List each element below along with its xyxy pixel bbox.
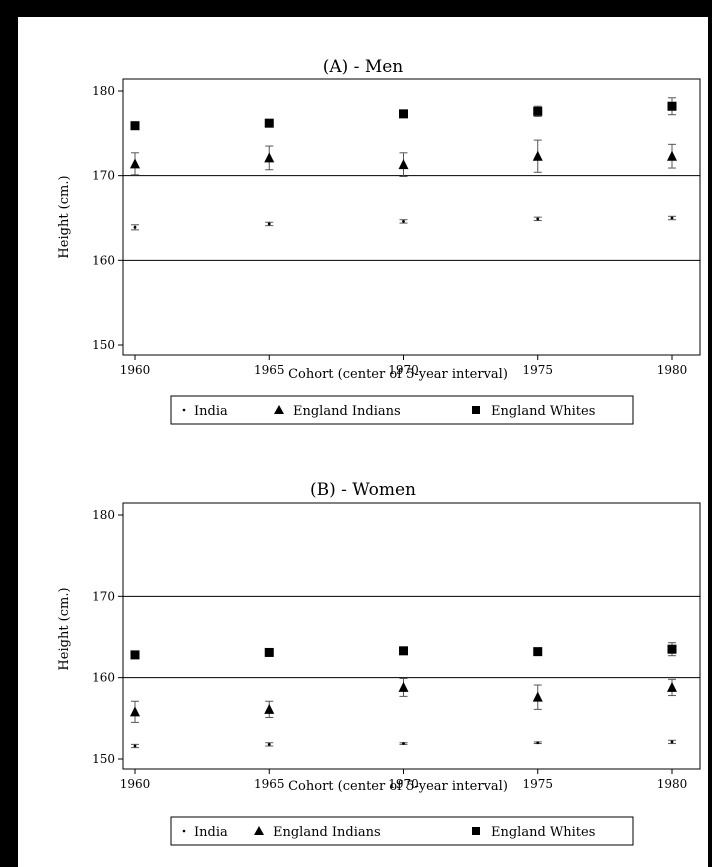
england-whites-point bbox=[130, 650, 140, 660]
panel-women-plot: 150 160 170 180 1960 1965 1970 1975 1980 bbox=[92, 502, 701, 791]
panel-men-title: (A) - Men bbox=[323, 57, 404, 77]
england-whites-point bbox=[399, 109, 408, 119]
panel-women: (B) - Women Height (cm.) Cohort (center … bbox=[57, 480, 701, 846]
panel-men-ylabel: Height (cm.) bbox=[57, 175, 72, 258]
panel-women-legend-box bbox=[170, 816, 634, 846]
legend-england-indians-marker bbox=[274, 405, 284, 414]
england-whites-point bbox=[533, 106, 543, 116]
england-whites-point bbox=[667, 644, 677, 654]
panel-men: (A) - Men Height (cm.) Cohort (center of… bbox=[57, 57, 701, 425]
y-tick-label: 170 bbox=[92, 589, 115, 603]
england-indians-point bbox=[667, 150, 677, 161]
legend-england-indians-label: England Indians bbox=[293, 404, 401, 419]
y-tick-label: 180 bbox=[92, 84, 115, 98]
x-tick-label: 1965 bbox=[254, 363, 285, 377]
x-tick-label: 1980 bbox=[657, 777, 688, 791]
legend-india-label: India bbox=[194, 825, 228, 840]
india-point bbox=[536, 217, 540, 221]
x-tick-label: 1960 bbox=[120, 363, 151, 377]
x-tick-label: 1980 bbox=[657, 363, 688, 377]
india-point bbox=[670, 740, 674, 744]
panel-men-xlabel: Cohort (center of 5-year interval) bbox=[288, 367, 508, 382]
y-tick-label: 180 bbox=[92, 508, 115, 522]
x-tick-label: 1960 bbox=[120, 777, 151, 791]
y-tick-label: 160 bbox=[92, 671, 115, 685]
x-tick-label: 1975 bbox=[522, 777, 553, 791]
england-indians-point bbox=[532, 150, 543, 161]
england-whites-point bbox=[533, 647, 543, 657]
panel-men-legend-box bbox=[170, 395, 634, 425]
y-tick-label: 150 bbox=[92, 338, 115, 352]
x-tick-label: 1965 bbox=[254, 777, 285, 791]
india-point bbox=[267, 222, 271, 226]
india-point bbox=[402, 219, 405, 223]
x-tick-label: 1970 bbox=[388, 363, 419, 377]
india-point bbox=[133, 744, 137, 748]
england-whites-point bbox=[667, 101, 677, 111]
panel-women-ylabel: Height (cm.) bbox=[57, 587, 72, 670]
india-point bbox=[536, 741, 540, 745]
england-whites-point bbox=[264, 647, 274, 657]
india-point bbox=[267, 742, 271, 746]
england-indians-point bbox=[398, 159, 409, 170]
panel-women-xlabel: Cohort (center of 5-year interval) bbox=[288, 779, 508, 794]
legend-india-marker bbox=[182, 408, 186, 412]
y-tick-label: 160 bbox=[92, 253, 115, 267]
y-tick-label: 150 bbox=[92, 752, 115, 766]
legend-india-marker bbox=[182, 829, 186, 833]
panel-men-plot: 150 160 170 180 1960 1965 1970 1975 1980 bbox=[92, 78, 701, 377]
india-point bbox=[133, 225, 137, 229]
england-whites-point bbox=[399, 646, 408, 656]
england-indians-point bbox=[398, 681, 409, 692]
x-tick-label: 1970 bbox=[388, 777, 419, 791]
panel-women-title: (B) - Women bbox=[310, 480, 416, 500]
panel-women-legend: India England Indians England Whites bbox=[170, 816, 634, 846]
england-indians-point bbox=[264, 703, 275, 714]
plot-area-border bbox=[122, 78, 701, 356]
legend-england-indians-label: England Indians bbox=[273, 825, 381, 840]
india-point bbox=[670, 216, 674, 220]
panel-men-legend: India England Indians England Whites bbox=[170, 395, 634, 425]
england-indians-point bbox=[130, 158, 140, 169]
legend-england-whites-label: England Whites bbox=[491, 825, 595, 840]
figure-frame: (A) - Men Height (cm.) Cohort (center of… bbox=[18, 17, 708, 867]
england-indians-point bbox=[667, 681, 677, 692]
figure-svg: (A) - Men Height (cm.) Cohort (center of… bbox=[57, 57, 701, 846]
india-point bbox=[402, 742, 405, 745]
england-indians-point bbox=[532, 691, 543, 702]
england-whites-point bbox=[264, 118, 274, 128]
legend-england-indians-marker bbox=[254, 826, 264, 835]
legend-england-whites-marker bbox=[472, 406, 480, 414]
y-tick-label: 170 bbox=[92, 169, 115, 183]
england-whites-point bbox=[130, 121, 140, 131]
legend-india-label: India bbox=[194, 404, 228, 419]
x-tick-label: 1975 bbox=[522, 363, 553, 377]
legend-england-whites-marker bbox=[472, 827, 480, 835]
legend-england-whites-label: England Whites bbox=[491, 404, 595, 419]
plot-area-border bbox=[122, 502, 701, 770]
england-indians-point bbox=[130, 706, 140, 717]
england-indians-point bbox=[264, 152, 275, 163]
